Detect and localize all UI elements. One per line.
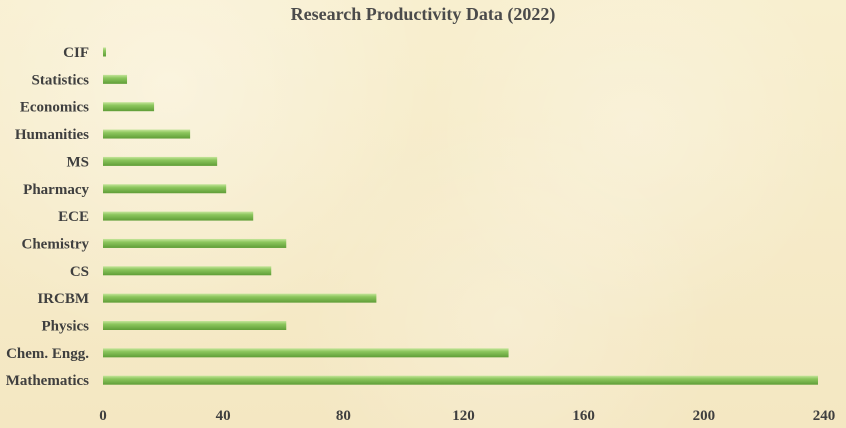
category-label: IRCBM (37, 291, 89, 307)
chart-title: Research Productivity Data (2022) (290, 4, 556, 24)
x-axis-tick-label: 80 (336, 408, 351, 424)
bar-cs (103, 266, 272, 276)
category-label: ECE (58, 209, 89, 225)
category-label: Humanities (15, 127, 89, 143)
category-label: Chemistry (22, 236, 90, 252)
bar-statistics (103, 74, 128, 84)
x-axis-tick-label: 240 (813, 408, 836, 424)
bar-ms (103, 156, 218, 166)
category-label: Physics (41, 319, 89, 335)
bar-cif (103, 47, 107, 57)
category-labels-layer: CIF Statistics Economics Humanities MS Pharma… (6, 45, 90, 389)
category-label: Pharmacy (23, 182, 89, 198)
bar-chem-engg (103, 348, 509, 358)
category-label: CS (70, 264, 89, 280)
x-axis-tick-label: 160 (572, 408, 595, 424)
bar-economics (103, 102, 155, 112)
category-label: Statistics (32, 72, 90, 88)
bar-mathematics (103, 375, 818, 385)
category-label: Economics (20, 100, 89, 116)
category-label: Mathematics (6, 373, 89, 389)
bar-physics (103, 321, 287, 330)
x-axis-tick-label: 200 (693, 408, 716, 424)
bar-humanities (103, 129, 191, 139)
bars-layer (103, 47, 818, 385)
x-axis-tick-label: 0 (99, 408, 107, 424)
bar-chemistry (103, 238, 287, 248)
x-axis-tick-label: 120 (452, 408, 475, 424)
x-axis-tick-label: 40 (216, 408, 231, 424)
category-label: Chem. Engg. (6, 346, 89, 362)
bar-ece (103, 211, 254, 221)
category-label: MS (67, 154, 90, 170)
x-axis-tick-labels-layer: 0 40 80 120 160 200 240 (99, 408, 835, 424)
category-label: CIF (63, 45, 89, 61)
bar-ircbm (103, 293, 377, 303)
bar-pharmacy (103, 184, 227, 194)
